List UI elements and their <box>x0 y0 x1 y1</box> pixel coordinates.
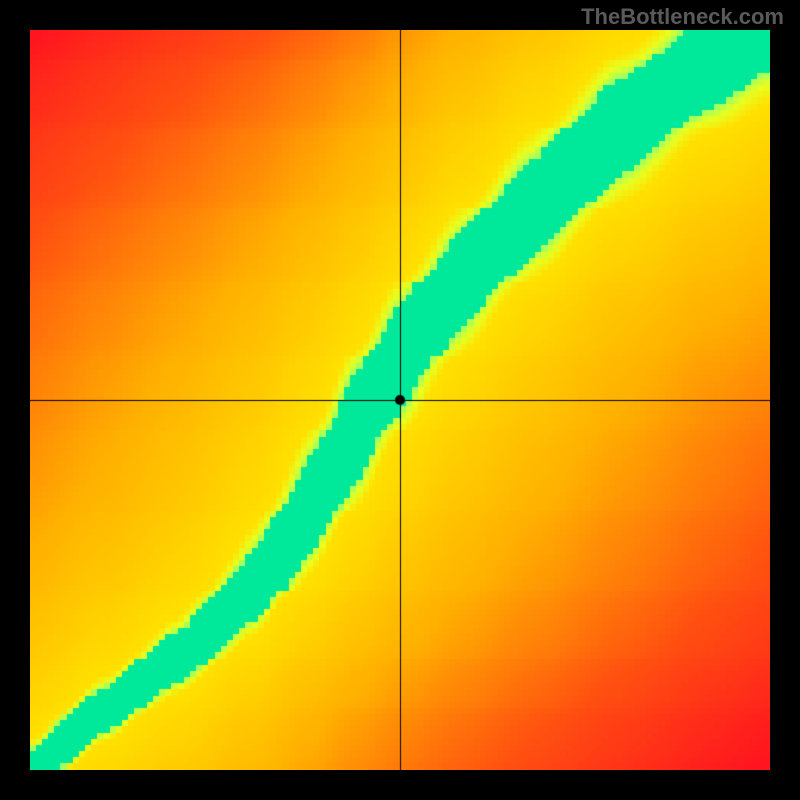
heatmap-canvas <box>30 30 770 770</box>
watermark-text: TheBottleneck.com <box>581 4 784 30</box>
bottleneck-heatmap <box>30 30 770 770</box>
